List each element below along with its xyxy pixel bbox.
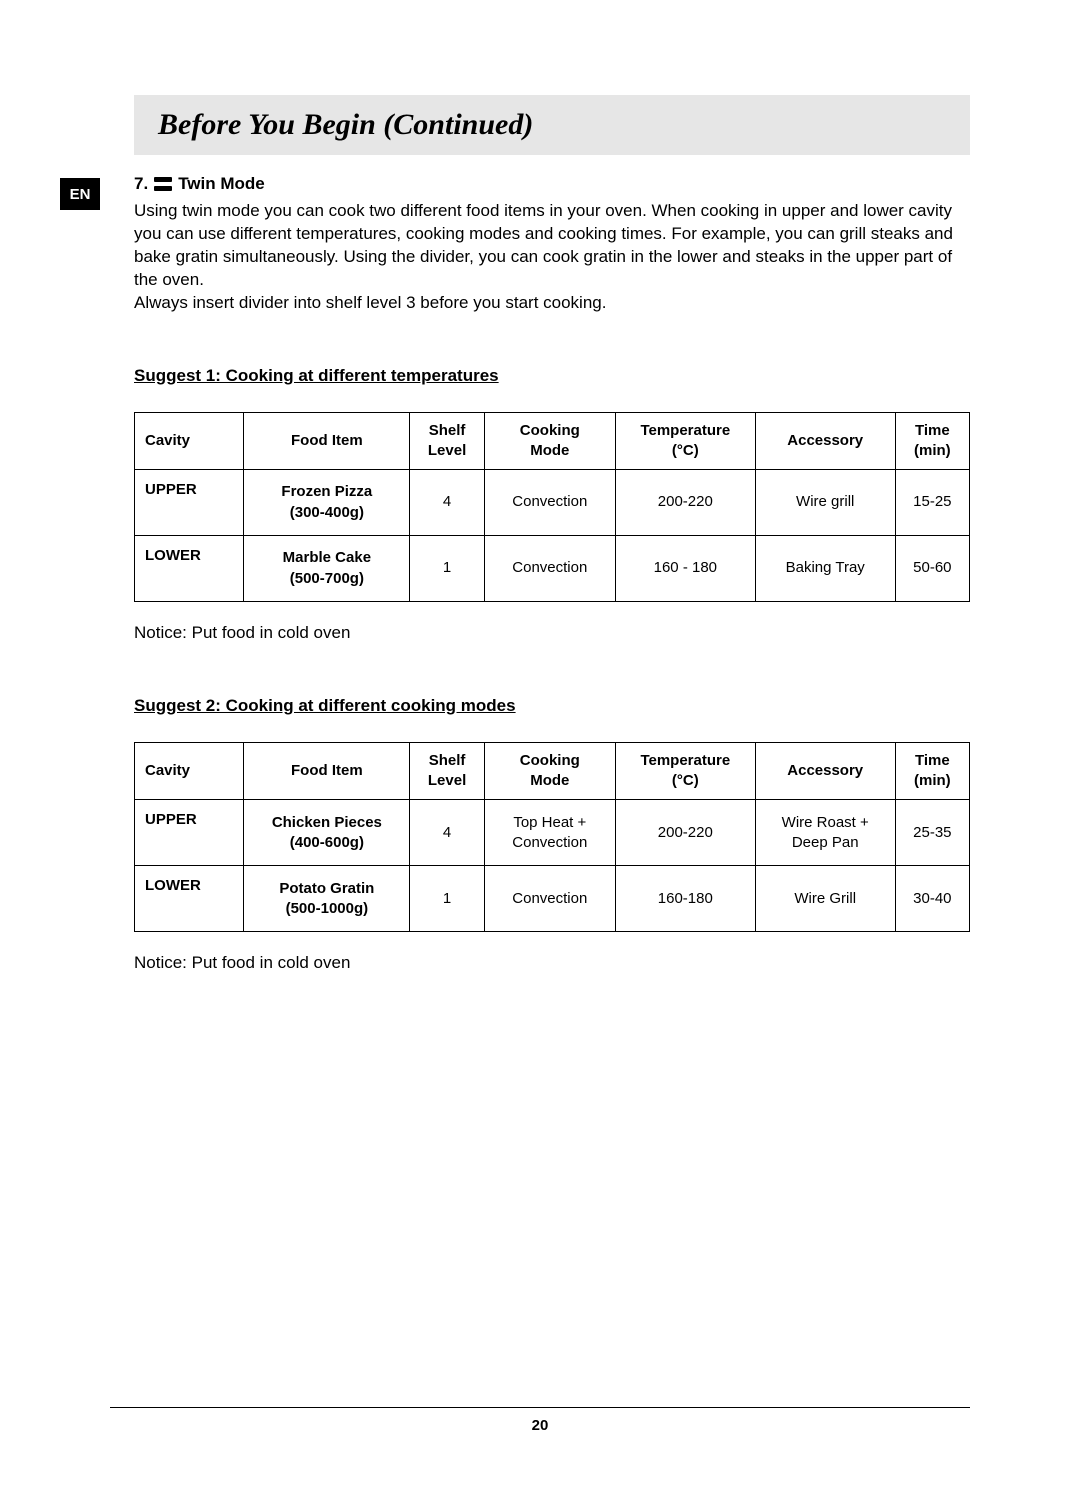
col-food: Food Item — [244, 412, 410, 470]
cell-mode: Convection — [484, 866, 615, 932]
table-row: UPPER Frozen Pizza(300-400g) 4 Convectio… — [135, 470, 970, 536]
cell-cavity: UPPER — [135, 800, 244, 866]
cell-temp: 200-220 — [615, 470, 755, 536]
twin-mode-icon — [154, 177, 172, 191]
cell-temp: 160 - 180 — [615, 536, 755, 602]
table-header-row: Cavity Food Item ShelfLevel CookingMode … — [135, 742, 970, 800]
col-accessory: Accessory — [755, 742, 895, 800]
cell-time: 25-35 — [895, 800, 969, 866]
col-time: Time(min) — [895, 742, 969, 800]
cell-shelf: 1 — [410, 536, 484, 602]
col-shelf: ShelfLevel — [410, 412, 484, 470]
page-number: 20 — [0, 1417, 1080, 1434]
page: Before You Begin (Continued) EN 7. Twin … — [0, 0, 1080, 975]
cell-time: 50-60 — [895, 536, 969, 602]
cell-food: Marble Cake(500-700g) — [244, 536, 410, 602]
col-cavity: Cavity — [135, 742, 244, 800]
table-header-row: Cavity Food Item ShelfLevel CookingMode … — [135, 412, 970, 470]
content-area: 7. Twin Mode Using twin mode you can coo… — [134, 173, 970, 975]
cell-cavity: LOWER — [135, 536, 244, 602]
cell-mode: Top Heat +Convection — [484, 800, 615, 866]
cell-mode: Convection — [484, 470, 615, 536]
cell-temp: 160-180 — [615, 866, 755, 932]
footer-rule — [110, 1407, 970, 1408]
cell-food: Chicken Pieces(400-600g) — [244, 800, 410, 866]
cell-time: 30-40 — [895, 866, 969, 932]
cell-cavity: LOWER — [135, 866, 244, 932]
col-temp: Temperature(°C) — [615, 412, 755, 470]
col-accessory: Accessory — [755, 412, 895, 470]
cell-temp: 200-220 — [615, 800, 755, 866]
section-paragraph-1: Using twin mode you can cook two differe… — [134, 200, 970, 292]
table-row: UPPER Chicken Pieces(400-600g) 4 Top Hea… — [135, 800, 970, 866]
table-row: LOWER Marble Cake(500-700g) 1 Convection… — [135, 536, 970, 602]
cell-accessory: Wire Grill — [755, 866, 895, 932]
col-time: Time(min) — [895, 412, 969, 470]
cell-food: Frozen Pizza(300-400g) — [244, 470, 410, 536]
section-heading: 7. Twin Mode — [134, 173, 265, 196]
suggest2-notice: Notice: Put food in cold oven — [134, 952, 970, 975]
col-temp: Temperature(°C) — [615, 742, 755, 800]
suggest2-table: Cavity Food Item ShelfLevel CookingMode … — [134, 742, 970, 933]
section-title: Twin Mode — [178, 173, 265, 196]
cell-accessory: Wire Roast +Deep Pan — [755, 800, 895, 866]
suggest1-notice: Notice: Put food in cold oven — [134, 622, 970, 645]
suggest2-heading: Suggest 2: Cooking at different cooking … — [134, 695, 970, 718]
cell-shelf: 4 — [410, 800, 484, 866]
suggest1-heading: Suggest 1: Cooking at different temperat… — [134, 365, 970, 388]
section-paragraph-2: Always insert divider into shelf level 3… — [134, 292, 970, 315]
cell-shelf: 4 — [410, 470, 484, 536]
suggest1-table: Cavity Food Item ShelfLevel CookingMode … — [134, 412, 970, 603]
col-shelf: ShelfLevel — [410, 742, 484, 800]
col-mode: CookingMode — [484, 412, 615, 470]
section-number: 7. — [134, 173, 148, 196]
cell-food: Potato Gratin(500-1000g) — [244, 866, 410, 932]
col-cavity: Cavity — [135, 412, 244, 470]
cell-shelf: 1 — [410, 866, 484, 932]
header-title: Before You Begin (Continued) — [158, 108, 533, 142]
header-bar: Before You Begin (Continued) — [134, 95, 970, 155]
language-badge: EN — [60, 178, 100, 210]
cell-cavity: UPPER — [135, 470, 244, 536]
table-row: LOWER Potato Gratin(500-1000g) 1 Convect… — [135, 866, 970, 932]
cell-time: 15-25 — [895, 470, 969, 536]
cell-accessory: Baking Tray — [755, 536, 895, 602]
col-mode: CookingMode — [484, 742, 615, 800]
cell-accessory: Wire grill — [755, 470, 895, 536]
col-food: Food Item — [244, 742, 410, 800]
cell-mode: Convection — [484, 536, 615, 602]
